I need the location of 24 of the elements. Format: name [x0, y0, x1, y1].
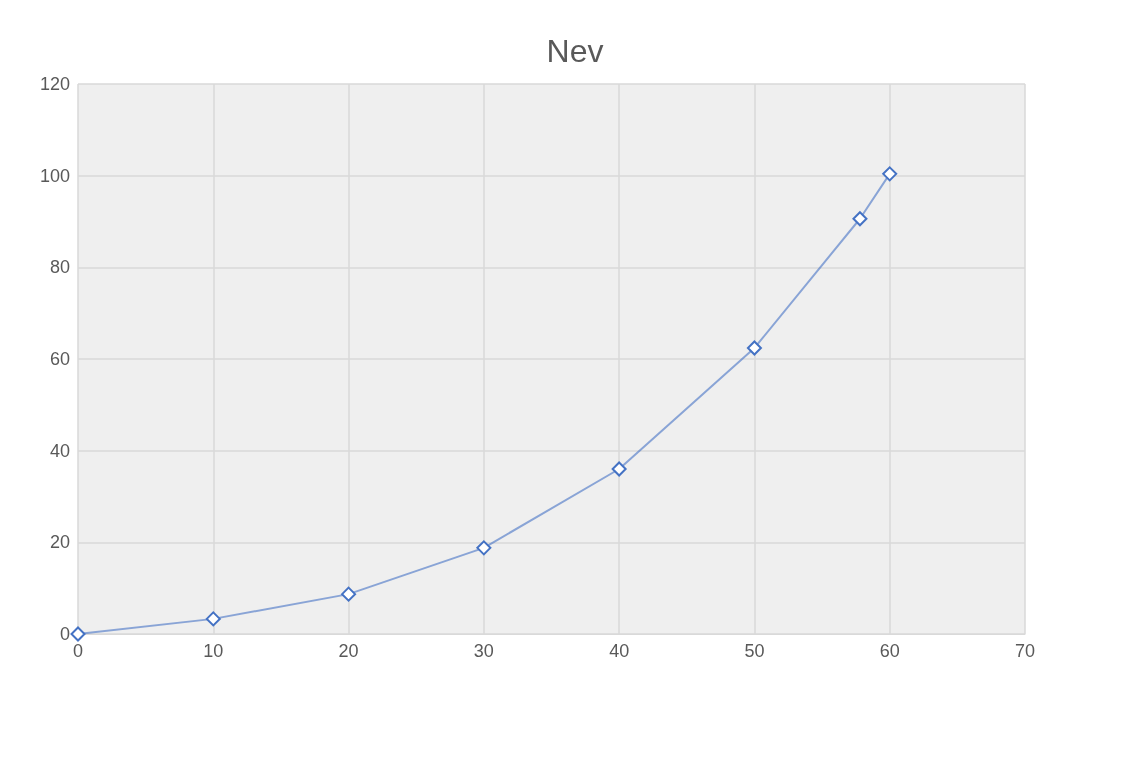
- x-tick-label: 0: [72, 641, 84, 661]
- x-tick-label: 40: [609, 641, 630, 661]
- y-tick-label: 120: [39, 74, 70, 94]
- point: [852, 211, 868, 227]
- y-tick-label: 60: [49, 349, 70, 369]
- y-tick-label: 40: [49, 440, 70, 461]
- y-tick-label: 80: [49, 257, 70, 278]
- x-tick-label: 20: [338, 641, 359, 661]
- y-tick-label: 100: [39, 165, 70, 186]
- x-tick-label: 60: [879, 641, 900, 661]
- y-tick-label: 0: [59, 624, 70, 644]
- point: [205, 611, 221, 627]
- point: [476, 540, 492, 556]
- chart-title: Nev: [546, 33, 604, 69]
- x-tick-label: 70: [1014, 641, 1036, 661]
- point: [70, 626, 86, 642]
- point: [611, 461, 627, 477]
- x-tick-label: 50: [744, 641, 765, 661]
- point: [341, 586, 357, 602]
- x-tick-label: 10: [203, 641, 224, 661]
- x-tick-label: 30: [473, 641, 494, 661]
- y-tick-label: 20: [49, 532, 70, 553]
- point: [882, 166, 898, 182]
- point: [746, 340, 762, 356]
